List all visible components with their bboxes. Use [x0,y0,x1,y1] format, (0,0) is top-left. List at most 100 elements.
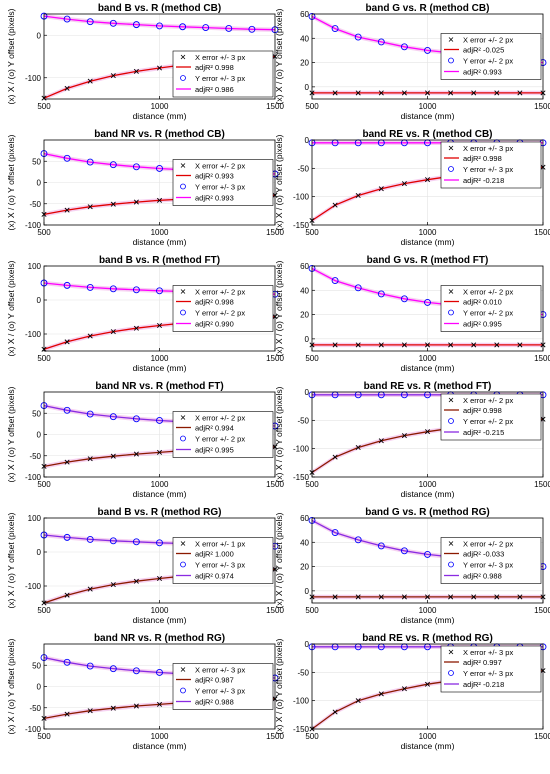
data-point-y [109,537,117,545]
legend-x-r2: adjR² 0.994 [195,424,234,433]
data-point-x [424,177,431,183]
data-point-y [400,295,408,303]
y-tick-label: 0 [37,683,42,692]
legend-x-r2: adjR² -0.033 [463,550,504,559]
data-point-x [332,709,338,715]
chart-panel: 500 1000 1500 -150 -100 -50 0 band RE vs. R (me… [274,633,550,751]
x-tick-label: 1500 [266,606,284,615]
x-tick-label: 1500 [534,228,550,237]
x-tick-label: 1000 [419,102,437,111]
data-point-y [86,662,94,670]
legend-y-error: Y error +/- 3 px [463,669,513,678]
y-axis-label: (x) X / (o) Y offset (pixels) [274,134,284,230]
chart-panel: 500 1000 1500 -100 0 100 band B vs. R (method … [6,507,284,625]
y-tick-label: 20 [300,311,309,320]
legend-x-r2: adjR² 0.993 [195,172,234,181]
y-tick-label: -100 [293,697,310,706]
y-axis-label: (x) X / (o) Y offset (pixels) [6,638,16,734]
data-point-x [424,342,431,348]
legend-y-error: Y error +/- 2 px [463,417,513,426]
chart-title: band RE vs. R (method CB) [362,129,492,140]
data-point-y [202,24,210,32]
data-point-x [471,90,477,96]
data-point-x [401,90,407,96]
data-point-x [110,705,116,711]
chart-title: band B vs. R (method FT) [99,255,220,266]
data-point-x [110,73,116,79]
data-point-x [355,445,361,451]
x-axis-label: distance (mm) [133,615,187,625]
x-tick-label: 500 [305,102,319,111]
y-tick-label: -100 [25,473,42,482]
chart-panel: 500 1000 1500 -100 -50 0 50 band NR vs. R (meth… [6,633,284,751]
data-point-x [133,703,139,709]
data-point-x [355,193,361,199]
data-point-y [63,533,71,541]
data-point-x [156,701,163,707]
legend-box [172,663,274,710]
x-tick-label: 500 [37,102,51,111]
data-point-x [156,576,163,582]
legend-x-r2: adjR² 0.998 [463,154,502,163]
legend-marker-x-icon [180,667,186,672]
data-point-x [87,78,93,84]
x-tick-label: 500 [305,732,319,741]
fit-line [43,15,276,31]
data-point-y [331,277,339,285]
chart-title: band G vs. R (method RG) [365,507,489,518]
data-point-x [87,708,93,714]
y-tick-label: 50 [32,661,41,670]
data-point-y [424,46,431,54]
x-tick-label: 500 [305,480,319,489]
data-point-x [378,90,384,96]
y-tick-label: 60 [300,514,309,523]
legend-marker-x-icon [448,541,454,546]
x-axis-label: distance (mm) [401,111,455,121]
legend-x-r2: adjR² 0.010 [463,298,502,307]
legend-x-r2: adjR² 0.998 [195,298,234,307]
data-point-x [332,202,338,208]
x-tick-label: 1000 [151,732,169,741]
legend-marker-x-icon [448,289,454,294]
x-axis-label: distance (mm) [133,363,187,373]
data-point-y [354,284,362,292]
legend-marker-o-icon [180,75,186,81]
data-point-y [132,163,140,171]
data-point-y [400,43,408,51]
data-point-x [494,342,500,348]
y-tick-label: -100 [25,725,42,734]
data-point-y [132,415,140,423]
y-axis-label: (x) X / (o) Y offset (pixels) [274,386,284,482]
chart-panel: 500 1000 1500 -100 -50 0 50 band NR vs. R (meth… [6,129,284,247]
data-point-y [86,535,94,543]
data-point-y [109,161,117,169]
data-point-y [109,413,117,421]
legend-y-r2: adjR² 0.974 [195,572,234,581]
data-point-x [156,322,163,329]
data-point-x [110,453,116,459]
y-tick-label: 0 [305,388,310,397]
x-tick-label: 1500 [534,606,550,615]
x-tick-label: 1000 [419,354,437,363]
data-point-x [332,454,338,460]
data-point-x [133,451,139,457]
y-axis-label: (x) X / (o) Y offset (pixels) [274,8,284,104]
data-point-y [331,25,339,33]
data-point-x [64,592,70,598]
data-point-x [332,342,338,348]
x-axis-label: distance (mm) [133,489,187,499]
x-tick-label: 1500 [266,102,284,111]
legend-y-r2: adjR² 0.993 [463,68,502,77]
legend-y-error: Y error +/- 2 px [463,57,513,66]
legend-marker-o-icon [448,57,454,64]
data-point-x [424,90,431,96]
legend-marker-o-icon [180,183,186,190]
data-point-y [132,667,140,675]
legend-y-r2: adjR² 0.993 [195,194,234,203]
chart-panel: 500 1000 1500 0 20 40 60 band G vs. R (method R… [274,507,550,625]
